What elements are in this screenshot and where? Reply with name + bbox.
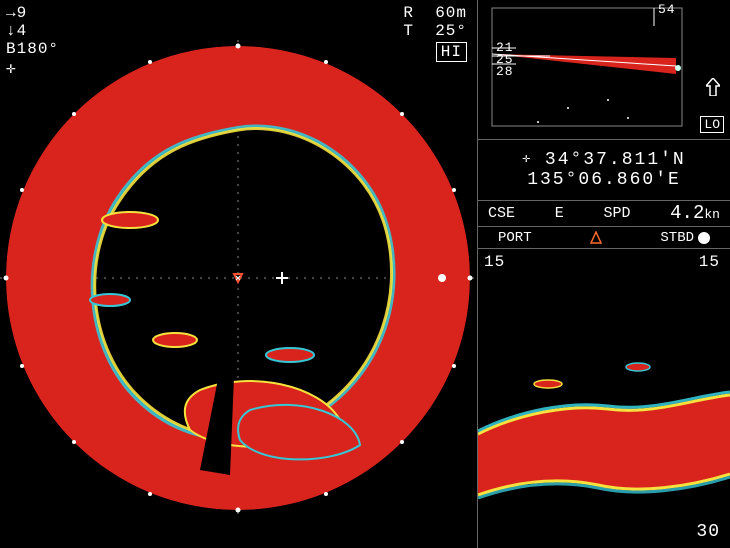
right-panel: 54 21 25 28 LO ✛ 34°37.811'N 135°06.860'… (478, 0, 730, 548)
spd-unit: kn (704, 207, 720, 222)
sonar-panel: →9 ↓4 B180° ✛ R 60m T 25° HI (0, 0, 478, 548)
arrow-up-icon (706, 78, 720, 96)
bearing-label: B (6, 40, 17, 58)
cse-value: E (555, 205, 564, 222)
coords-panel: ✛ 34°37.811'N 135°06.860'E (478, 140, 730, 201)
tilt-label: T (403, 22, 414, 40)
echo-panel: 15 15 30 (478, 248, 730, 548)
port-label: PORT (498, 230, 532, 246)
longitude-value: 135°06.860'E (527, 170, 681, 190)
osd-tilt-down: ↓4 (6, 22, 27, 40)
echo-depth-right: 15 (699, 253, 720, 271)
history-panel: 54 21 25 28 LO (478, 0, 730, 140)
echo-depth-bottom: 30 (696, 522, 720, 542)
hist-mark-54: 54 (658, 2, 676, 17)
stbd-dot-icon (698, 232, 710, 244)
spd-value: 4.2 (670, 202, 704, 224)
nav-panel: CSE E SPD 4.2kn (478, 201, 730, 228)
spd-label: SPD (603, 205, 630, 222)
latitude-value: 34°37.811'N (545, 150, 686, 170)
mode-lo-badge: LO (700, 116, 724, 133)
cse-label: CSE (488, 205, 515, 222)
osd-bearing: B180° (6, 40, 59, 58)
osd-cross-icon: ✛ (6, 58, 17, 78)
port-stbd-panel: PORT STBD (478, 227, 730, 248)
bearing-value: 180° (17, 40, 59, 58)
heading-marker-icon (589, 231, 603, 245)
mode-hi-badge: HI (436, 42, 467, 62)
stbd-label: STBD (660, 230, 694, 246)
range-value: 60m (435, 4, 467, 22)
echo-depth-left: 15 (484, 253, 505, 271)
tilt-value: 25° (435, 22, 467, 40)
coords-cross-icon: ✛ (522, 151, 532, 166)
osd-gain: →9 (6, 4, 27, 22)
range-label: R (403, 4, 414, 22)
sonar-display (0, 0, 478, 548)
hist-mark-28: 28 (496, 64, 514, 79)
